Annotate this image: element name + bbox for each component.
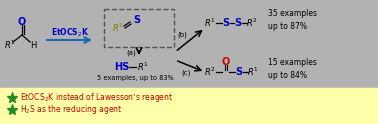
Text: S: S (234, 18, 242, 28)
Text: O: O (222, 57, 230, 67)
Text: $R^1$: $R^1$ (4, 39, 16, 51)
Text: H$_2$S as the reducing agent: H$_2$S as the reducing agent (20, 104, 122, 117)
Text: $R^1$: $R^1$ (112, 22, 124, 34)
Text: EtOCS$_2$K: EtOCS$_2$K (51, 27, 89, 39)
Text: 15 examples
up to 84%: 15 examples up to 84% (268, 58, 317, 80)
Text: 5 examples, up to 83%: 5 examples, up to 83% (97, 75, 174, 81)
Text: $R^1$: $R^1$ (137, 61, 149, 73)
Text: (b): (b) (177, 32, 187, 38)
Text: H: H (30, 41, 36, 49)
Text: $R^2$: $R^2$ (204, 66, 216, 78)
Text: $R^1$: $R^1$ (247, 66, 259, 78)
Text: S: S (133, 15, 141, 25)
Text: O: O (18, 17, 26, 27)
Text: 35 examples
up to 87%: 35 examples up to 87% (268, 9, 317, 31)
Bar (0, 88, 378, 124)
Text: (c): (c) (181, 70, 191, 76)
Text: (a): (a) (126, 50, 136, 56)
Text: $R^1$: $R^1$ (204, 17, 216, 29)
Text: $R^2$: $R^2$ (246, 17, 258, 29)
Text: S: S (222, 18, 229, 28)
Text: EtOCS$_2$K instead of Lawesson’s reagent: EtOCS$_2$K instead of Lawesson’s reagent (20, 92, 173, 105)
Text: HS: HS (115, 62, 130, 72)
Text: S: S (235, 67, 243, 77)
